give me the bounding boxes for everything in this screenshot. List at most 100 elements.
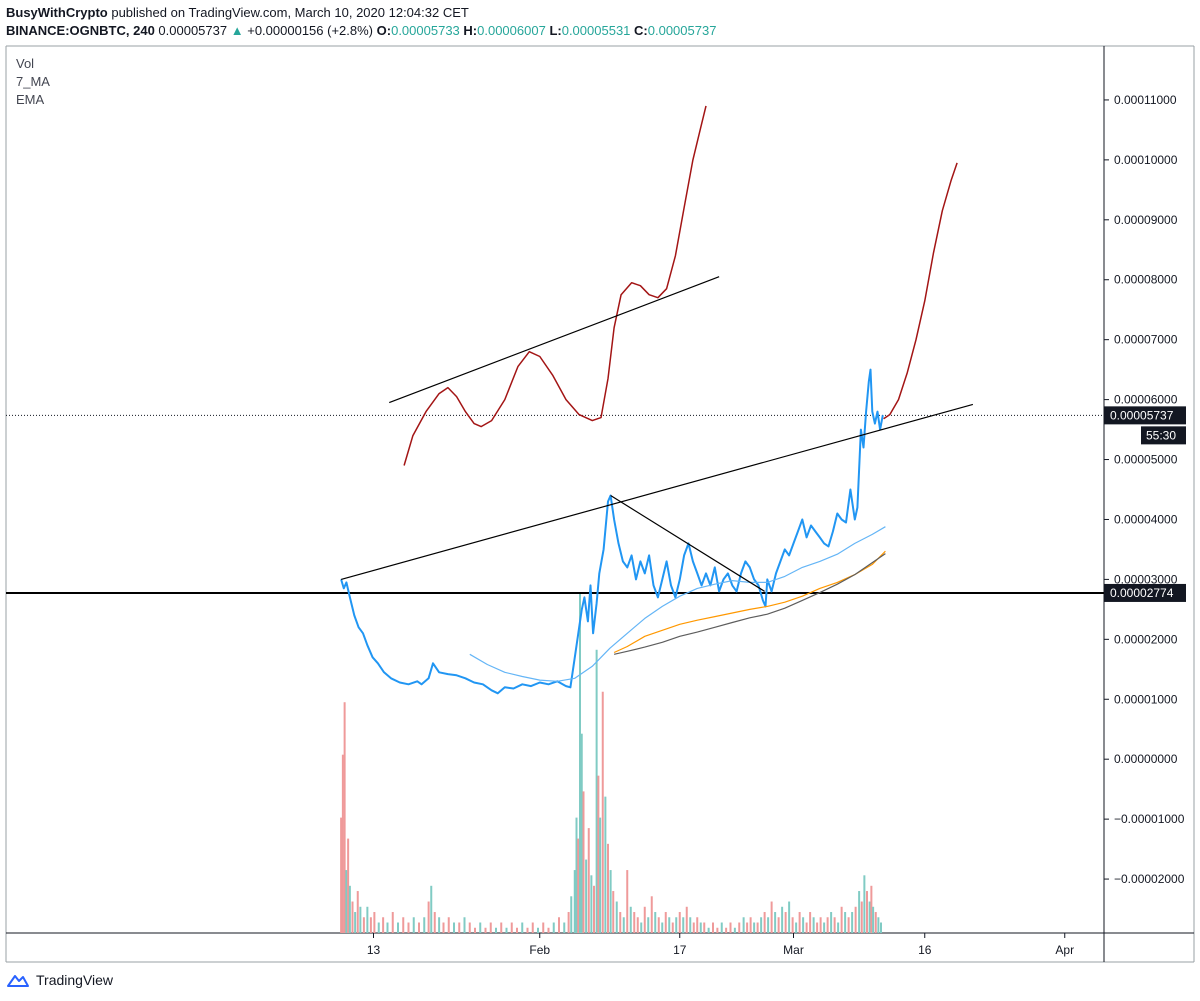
y-tick-label: 0.00006000: [1114, 393, 1178, 407]
volume-bar: [812, 917, 815, 933]
volume-bar: [733, 927, 736, 933]
x-tick-label: Mar: [783, 943, 804, 957]
y-tick-label: −0.00002000: [1114, 872, 1185, 886]
volume-bar: [510, 922, 513, 933]
x-tick-label: 16: [918, 943, 932, 957]
y-tick-label: 0.00000000: [1114, 752, 1178, 766]
volume-bar: [805, 922, 808, 933]
series-line-ema: [613, 550, 886, 654]
trendline-2: [340, 403, 974, 580]
volume-bar: [753, 922, 756, 933]
volume-bar: [547, 927, 550, 933]
volume-bar: [720, 922, 723, 933]
volume-bar: [678, 912, 681, 933]
volume-bar: [809, 912, 812, 933]
volume-bar: [767, 917, 770, 933]
change-arrow-icon: ▲: [230, 23, 244, 38]
volume-bar: [725, 927, 728, 933]
open-value: 0.00005733: [391, 23, 460, 38]
volume-bar: [577, 838, 580, 933]
last-price: 0.00005737: [158, 23, 228, 38]
volume-bar: [412, 917, 415, 933]
volume-bar: [567, 912, 570, 933]
volume-bar: [347, 838, 350, 933]
volume-bar: [373, 912, 376, 933]
volume-bar: [788, 901, 791, 933]
support-line-tag: 0.00002774: [1110, 586, 1174, 600]
volume-bar: [640, 922, 643, 933]
series-line-7-ma: [469, 526, 886, 682]
volume-bar: [447, 917, 450, 933]
volume-bar: [587, 828, 590, 933]
high-value: 0.00006007: [477, 23, 546, 38]
volume-bar: [386, 922, 389, 933]
volume-bar: [575, 817, 578, 933]
volume-bar: [840, 906, 843, 933]
volume-bar: [573, 870, 576, 933]
volume-bar: [770, 901, 773, 933]
volume-bar: [585, 859, 588, 933]
volume-bar: [597, 775, 600, 933]
volume-bar: [542, 922, 545, 933]
volume-bar: [579, 592, 581, 933]
projection-path-1: [403, 105, 707, 466]
volume-bar: [696, 917, 699, 933]
volume-bar: [423, 917, 426, 933]
y-tick-label: 0.00007000: [1114, 333, 1178, 347]
volume-bar: [366, 906, 369, 933]
volume-bar: [468, 922, 471, 933]
volume-bar: [348, 885, 351, 933]
volume-bar: [489, 922, 492, 933]
chart-header: BusyWithCrypto published on TradingView.…: [6, 4, 716, 40]
volume-bar: [619, 912, 622, 933]
y-tick-label: 0.00010000: [1114, 153, 1178, 167]
y-tick-label: 0.00003000: [1114, 572, 1178, 586]
footer-brand-label: TradingView: [36, 972, 114, 988]
volume-bar: [872, 906, 875, 933]
volume-bar: [682, 917, 685, 933]
y-tick-label: 0.00002000: [1114, 632, 1178, 646]
volume-bar: [784, 912, 787, 933]
legend-ema[interactable]: EMA: [16, 92, 45, 107]
volume-bar: [844, 912, 847, 933]
volume-bar: [427, 901, 430, 933]
volume-bar: [563, 922, 566, 933]
legend-vol[interactable]: Vol: [16, 56, 35, 71]
volume-bar: [816, 922, 819, 933]
publish-line: BusyWithCrypto published on TradingView.…: [6, 4, 716, 22]
volume-bar: [833, 917, 836, 933]
y-tick-label: 0.00009000: [1114, 213, 1178, 227]
volume-bar: [430, 885, 433, 933]
volume-bar: [458, 922, 461, 933]
volume-bar: [798, 912, 801, 933]
volume-bar: [860, 901, 863, 933]
volume-bar: [484, 927, 487, 933]
volume-bar: [781, 906, 784, 933]
footer-brand[interactable]: TradingView: [6, 972, 113, 988]
volume-bar: [795, 922, 798, 933]
volume-bar: [402, 917, 405, 933]
x-tick-label: 13: [367, 943, 381, 957]
volume-bar: [345, 870, 348, 933]
volume-bar: [858, 891, 861, 933]
legend-ma[interactable]: 7_MA: [16, 74, 50, 89]
time-axis[interactable]: 13 Feb 17 Mar 16 Apr: [367, 933, 1074, 957]
volume-bar: [505, 927, 508, 933]
volume-bar: [830, 912, 833, 933]
drawings[interactable]: [340, 105, 974, 592]
price-axis[interactable]: 0.00011000 0.00010000 0.00009000 0.00008000…: [1104, 93, 1185, 886]
volume-bar: [729, 922, 732, 933]
volume-bar: [359, 906, 362, 933]
x-tick-label: 17: [673, 943, 687, 957]
volume-bar: [742, 917, 745, 933]
author-name[interactable]: BusyWithCrypto: [6, 5, 108, 20]
volume-bar: [707, 927, 710, 933]
volume-bars: [340, 592, 882, 933]
y-tick-label: 0.00008000: [1114, 273, 1178, 287]
y-tick-label: 0.00004000: [1114, 512, 1178, 526]
volume-bar: [521, 922, 524, 933]
volume-bar: [763, 912, 766, 933]
volume-bar: [650, 896, 653, 933]
trendline-1: [389, 276, 720, 404]
